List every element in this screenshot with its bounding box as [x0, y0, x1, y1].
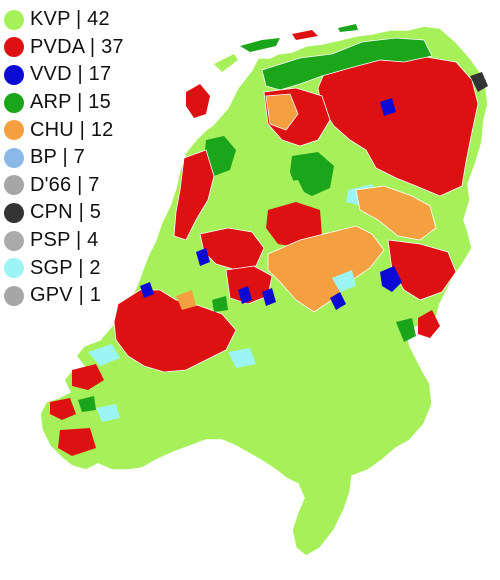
island-ameland	[292, 30, 318, 40]
legend-swatch-icon	[4, 92, 24, 113]
island-schiermonnikoog	[338, 24, 358, 32]
region-cpn-east	[470, 72, 488, 92]
region-flevoland-green	[204, 136, 236, 176]
region-drenthe-green	[290, 152, 334, 196]
legend-label: BP | 7	[30, 146, 85, 169]
region-zuid-holland-red	[113, 289, 237, 373]
region-zeeland-sgp	[88, 344, 120, 366]
region-gelderland-chu	[267, 225, 385, 313]
legend-label: SGP | 2	[30, 256, 101, 279]
legend-swatch-icon	[4, 258, 24, 279]
region-friesland-arp	[261, 37, 433, 91]
region-randstad-vvd-3	[140, 282, 154, 298]
region-sgp-central	[332, 270, 356, 292]
map-legend: KVP | 42 PVDA | 37 VVD | 17 ARP | 15 CHU | 1…	[4, 6, 124, 310]
region-achterhoek-red	[418, 310, 440, 338]
region-friesland-chu	[265, 93, 299, 131]
region-noord-holland-red	[173, 149, 215, 241]
legend-item-psp: PSP | 4	[4, 227, 124, 255]
legend-label: CPN | 5	[30, 201, 102, 224]
legend-item-gpv: GPV | 1	[4, 282, 124, 310]
legend-label: PSP | 4	[30, 229, 99, 252]
island-texel	[186, 84, 210, 118]
region-randstad-vvd-1	[196, 248, 210, 266]
legend-item-bp: BP | 7	[4, 144, 124, 172]
region-vvd-ne	[380, 98, 396, 116]
region-zeeland-green	[78, 396, 96, 412]
legend-item-d66: D'66 | 7	[4, 172, 124, 200]
island-terschelling	[240, 38, 280, 52]
legend-label: CHU | 12	[30, 118, 114, 141]
legend-swatch-icon	[4, 147, 24, 168]
region-overijssel-chu	[355, 185, 437, 241]
legend-item-pvda: PVDA | 37	[4, 34, 124, 62]
legend-swatch-icon	[4, 9, 24, 30]
region-randstad-chu	[176, 290, 196, 310]
legend-label: GPV | 1	[30, 284, 102, 307]
legend-label: VVD | 17	[30, 63, 112, 86]
region-randstad-vvd-2	[238, 286, 252, 304]
legend-item-vvd: VVD | 17	[4, 61, 124, 89]
region-flevoland-red	[266, 202, 322, 248]
legend-label: KVP | 42	[30, 8, 110, 31]
region-randstad-sgp	[228, 348, 256, 368]
region-randstad-vvd-4	[262, 288, 276, 306]
legend-swatch-icon	[4, 285, 24, 306]
region-zeeland-sgp-2	[96, 404, 120, 422]
legend-label: ARP | 15	[30, 91, 111, 114]
island-vlieland	[214, 54, 238, 72]
legend-swatch-icon	[4, 202, 24, 223]
region-twente-vvd	[380, 266, 402, 292]
legend-item-chu: CHU | 12	[4, 116, 124, 144]
region-zeeland-red-3	[58, 428, 96, 456]
legend-item-kvp: KVP | 42	[4, 6, 124, 34]
region-randstad-green	[212, 296, 228, 312]
legend-label: PVDA | 37	[30, 35, 124, 58]
region-zeeland-red-2	[50, 398, 76, 420]
region-vvd-central	[330, 292, 346, 310]
legend-item-sgp: SGP | 2	[4, 254, 124, 282]
legend-item-cpn: CPN | 5	[4, 199, 124, 227]
legend-swatch-icon	[4, 230, 24, 251]
region-groningen	[317, 51, 479, 197]
region-noordoostpolder	[274, 180, 306, 206]
legend-swatch-icon	[4, 175, 24, 196]
legend-swatch-icon	[4, 37, 24, 58]
region-zeeland-red-1	[72, 364, 104, 390]
legend-item-arp: ARP | 15	[4, 89, 124, 117]
legend-swatch-icon	[4, 64, 24, 85]
region-achterhoek-green	[396, 318, 416, 342]
legend-swatch-icon	[4, 120, 24, 141]
legend-label: D'66 | 7	[30, 173, 100, 196]
